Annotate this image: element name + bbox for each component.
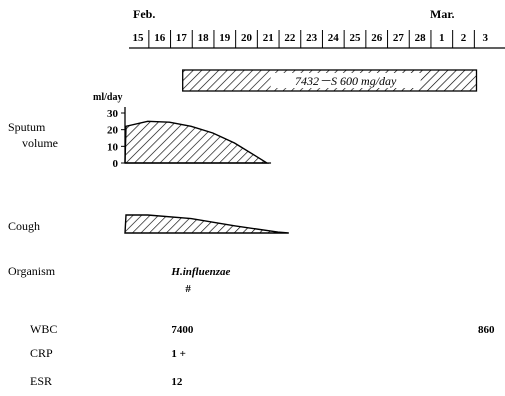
cough-area: [124, 214, 289, 234]
sputum-y-tick-label: 10: [107, 141, 119, 153]
day-tick-label: 3: [482, 32, 488, 44]
day-tick-label: 19: [219, 32, 231, 44]
day-tick-label: 22: [284, 32, 296, 44]
sputum-label: Sputum: [8, 120, 46, 134]
row-label-esr: ESR: [30, 374, 52, 388]
cough-label: Cough: [8, 219, 40, 233]
day-tick-label: 15: [133, 32, 145, 44]
day-tick-label: 20: [241, 32, 253, 44]
day-tick-label: 21: [263, 32, 274, 44]
sputum-area: [124, 120, 270, 164]
day-tick-label: 16: [154, 32, 166, 44]
row-label-organism: Organism: [8, 264, 56, 278]
row-value-wbc: 7400: [171, 324, 194, 336]
day-tick-label: 23: [306, 32, 318, 44]
day-tick-label: 17: [176, 32, 188, 44]
day-tick-label: 1: [439, 32, 445, 44]
treatment-label: 7432－S 600 mg/day: [295, 74, 397, 88]
day-tick-label: 27: [393, 32, 405, 44]
sputum-y-tick-label: 0: [113, 158, 119, 170]
row-value-organism: #: [185, 283, 191, 295]
sputum-unit-label: ml/day: [93, 92, 122, 103]
sputum-label-2: volume: [22, 136, 58, 150]
day-tick-label: 18: [198, 32, 210, 44]
treatment-label-bg: [270, 73, 421, 88]
day-tick-label: 25: [350, 32, 362, 44]
row-value-crp: 1 +: [171, 348, 186, 360]
day-tick-label: 2: [461, 32, 467, 44]
row-value-esr: 12: [171, 376, 183, 388]
row-label-wbc: WBC: [30, 322, 57, 336]
row-value-wbc: 860: [478, 324, 495, 336]
row-value-organism: H.influenzae: [170, 266, 230, 278]
day-tick-label: 26: [371, 32, 383, 44]
day-tick-label: 24: [328, 32, 340, 44]
month-label-1: Mar.: [430, 7, 455, 21]
day-tick-label: 28: [415, 32, 427, 44]
sputum-y-tick-label: 30: [107, 108, 119, 120]
sputum-y-tick-label: 20: [107, 125, 119, 137]
month-label-0: Feb.: [133, 7, 155, 21]
row-label-crp: CRP: [30, 346, 53, 360]
